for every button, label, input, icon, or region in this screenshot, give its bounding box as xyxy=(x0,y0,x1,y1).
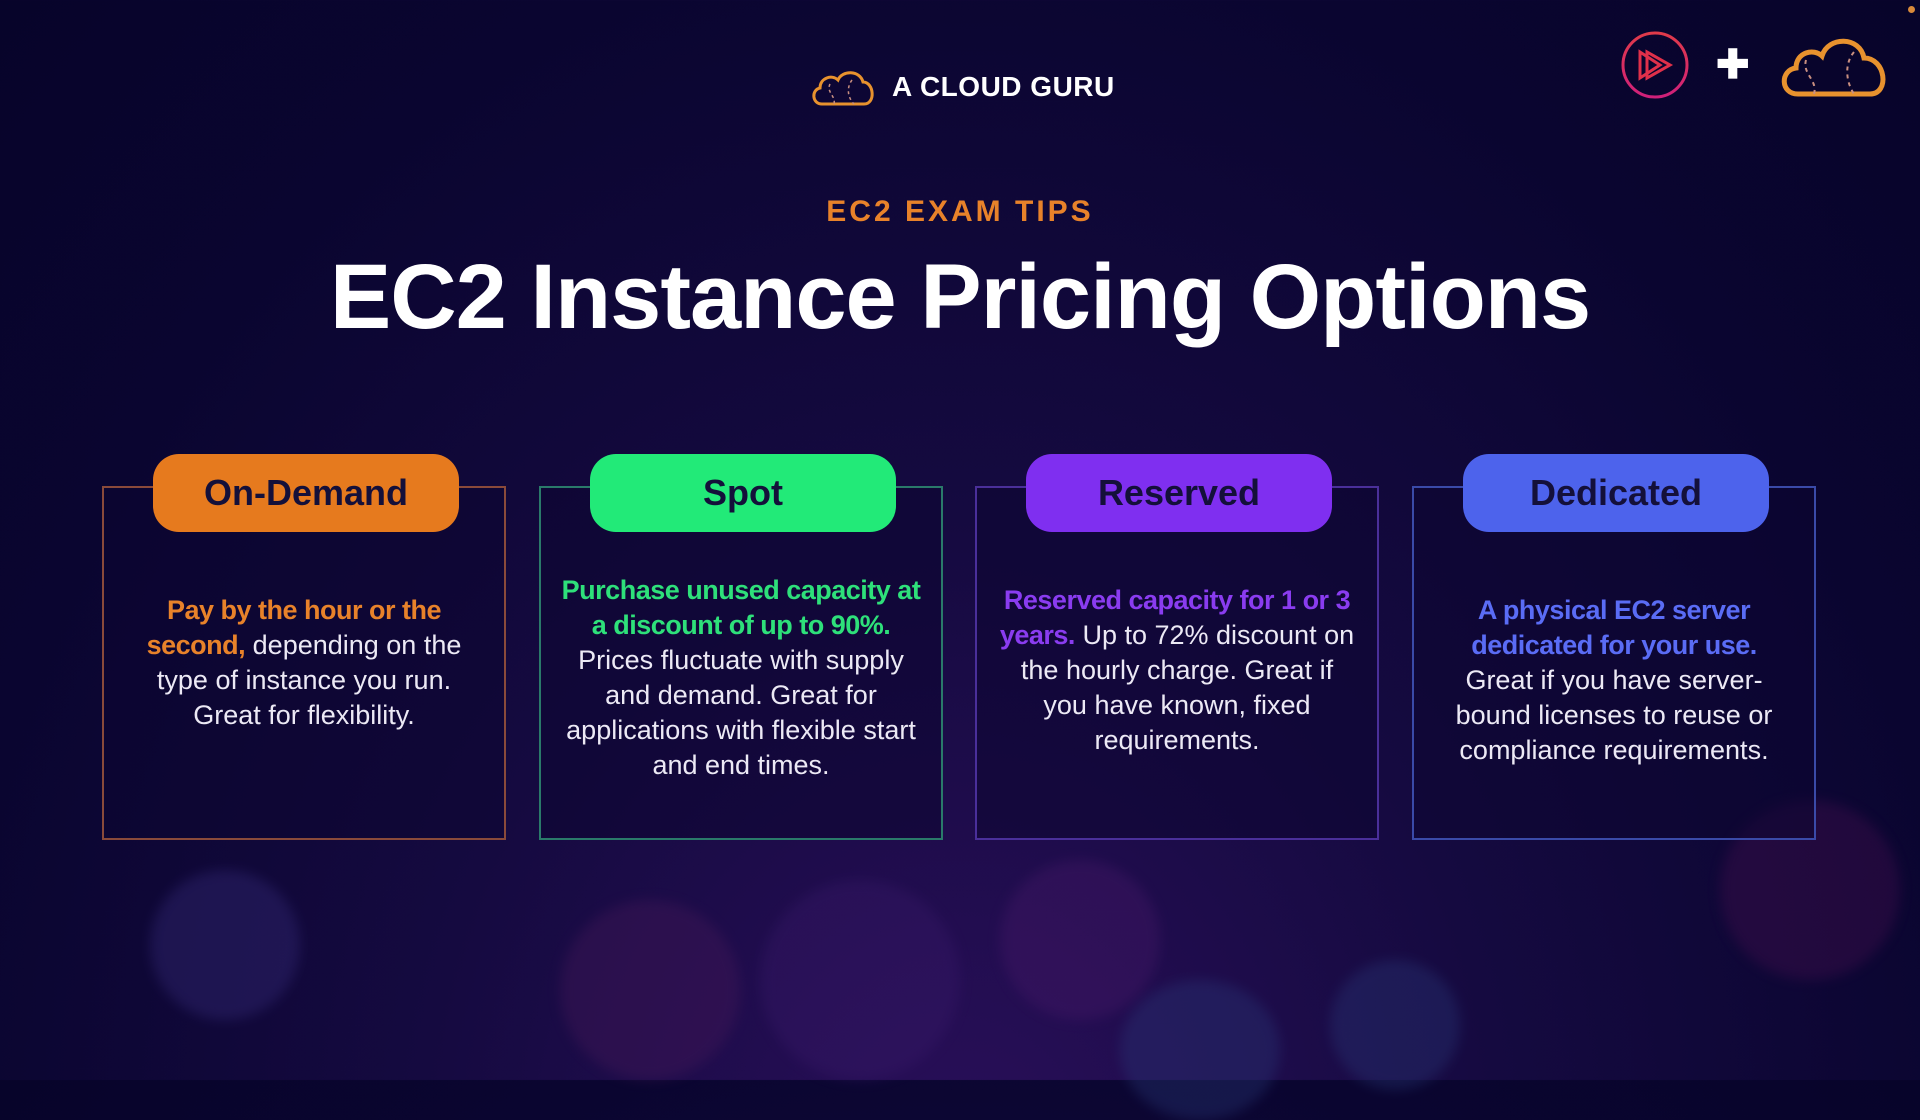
card-text: depending on the type of instance you ru… xyxy=(156,630,462,730)
corner-logos: ✚ xyxy=(1620,30,1894,100)
card-highlight: A physical EC2 server dedicated for your… xyxy=(1471,595,1757,660)
pricing-card-dedicated: Dedicated A physical EC2 server dedicate… xyxy=(1412,454,1816,840)
card-highlight: Pay by the hour or the second, xyxy=(146,595,442,660)
card-highlight: Purchase unused capacity at a discount o… xyxy=(561,575,921,640)
brand-logo: A CLOUD GURU xyxy=(808,66,1115,108)
pricing-option-pill: Dedicated xyxy=(1463,454,1769,532)
pricing-card-on-demand: On-Demand Pay by the hour or the second,… xyxy=(102,454,506,840)
pluralsight-play-icon xyxy=(1621,31,1689,99)
card-text: Up to 72% discount on the hourly charge.… xyxy=(1020,620,1355,755)
card-highlight: Reserved capacity for 1 or 3 years. xyxy=(999,585,1351,650)
pricing-card-reserved: Reserved Reserved capacity for 1 or 3 ye… xyxy=(975,454,1379,840)
page-title: EC2 Instance Pricing Options xyxy=(329,246,1591,348)
decorative-dot xyxy=(1908,6,1915,13)
pill-label: Reserved xyxy=(1097,472,1261,513)
card-text: Prices fluctuate with supply and demand.… xyxy=(566,645,916,780)
pill-label: Dedicated xyxy=(1529,472,1703,513)
plus-icon: ✚ xyxy=(1716,43,1750,87)
card-description: Purchase unused capacity at a discount o… xyxy=(561,573,921,783)
cloud-icon xyxy=(1781,38,1885,97)
pill-label: Spot xyxy=(703,472,783,513)
pricing-option-pill: On-Demand xyxy=(153,454,459,532)
card-text: Great if you have server-bound licenses … xyxy=(1455,665,1773,765)
section-eyebrow: EC2 EXAM TIPS xyxy=(826,195,1094,228)
pricing-option-pill: Spot xyxy=(590,454,896,532)
pricing-card-spot: Spot Purchase unused capacity at a disco… xyxy=(539,454,943,840)
card-description: Pay by the hour or the second, depending… xyxy=(124,593,484,733)
brand-name: A CLOUD GURU xyxy=(892,71,1115,102)
cloud-icon xyxy=(812,71,874,106)
card-description: Reserved capacity for 1 or 3 years. Up t… xyxy=(997,583,1357,758)
pill-label: On-Demand xyxy=(203,472,408,513)
card-description: A physical EC2 server dedicated for your… xyxy=(1434,593,1794,768)
pricing-option-pill: Reserved xyxy=(1026,454,1332,532)
